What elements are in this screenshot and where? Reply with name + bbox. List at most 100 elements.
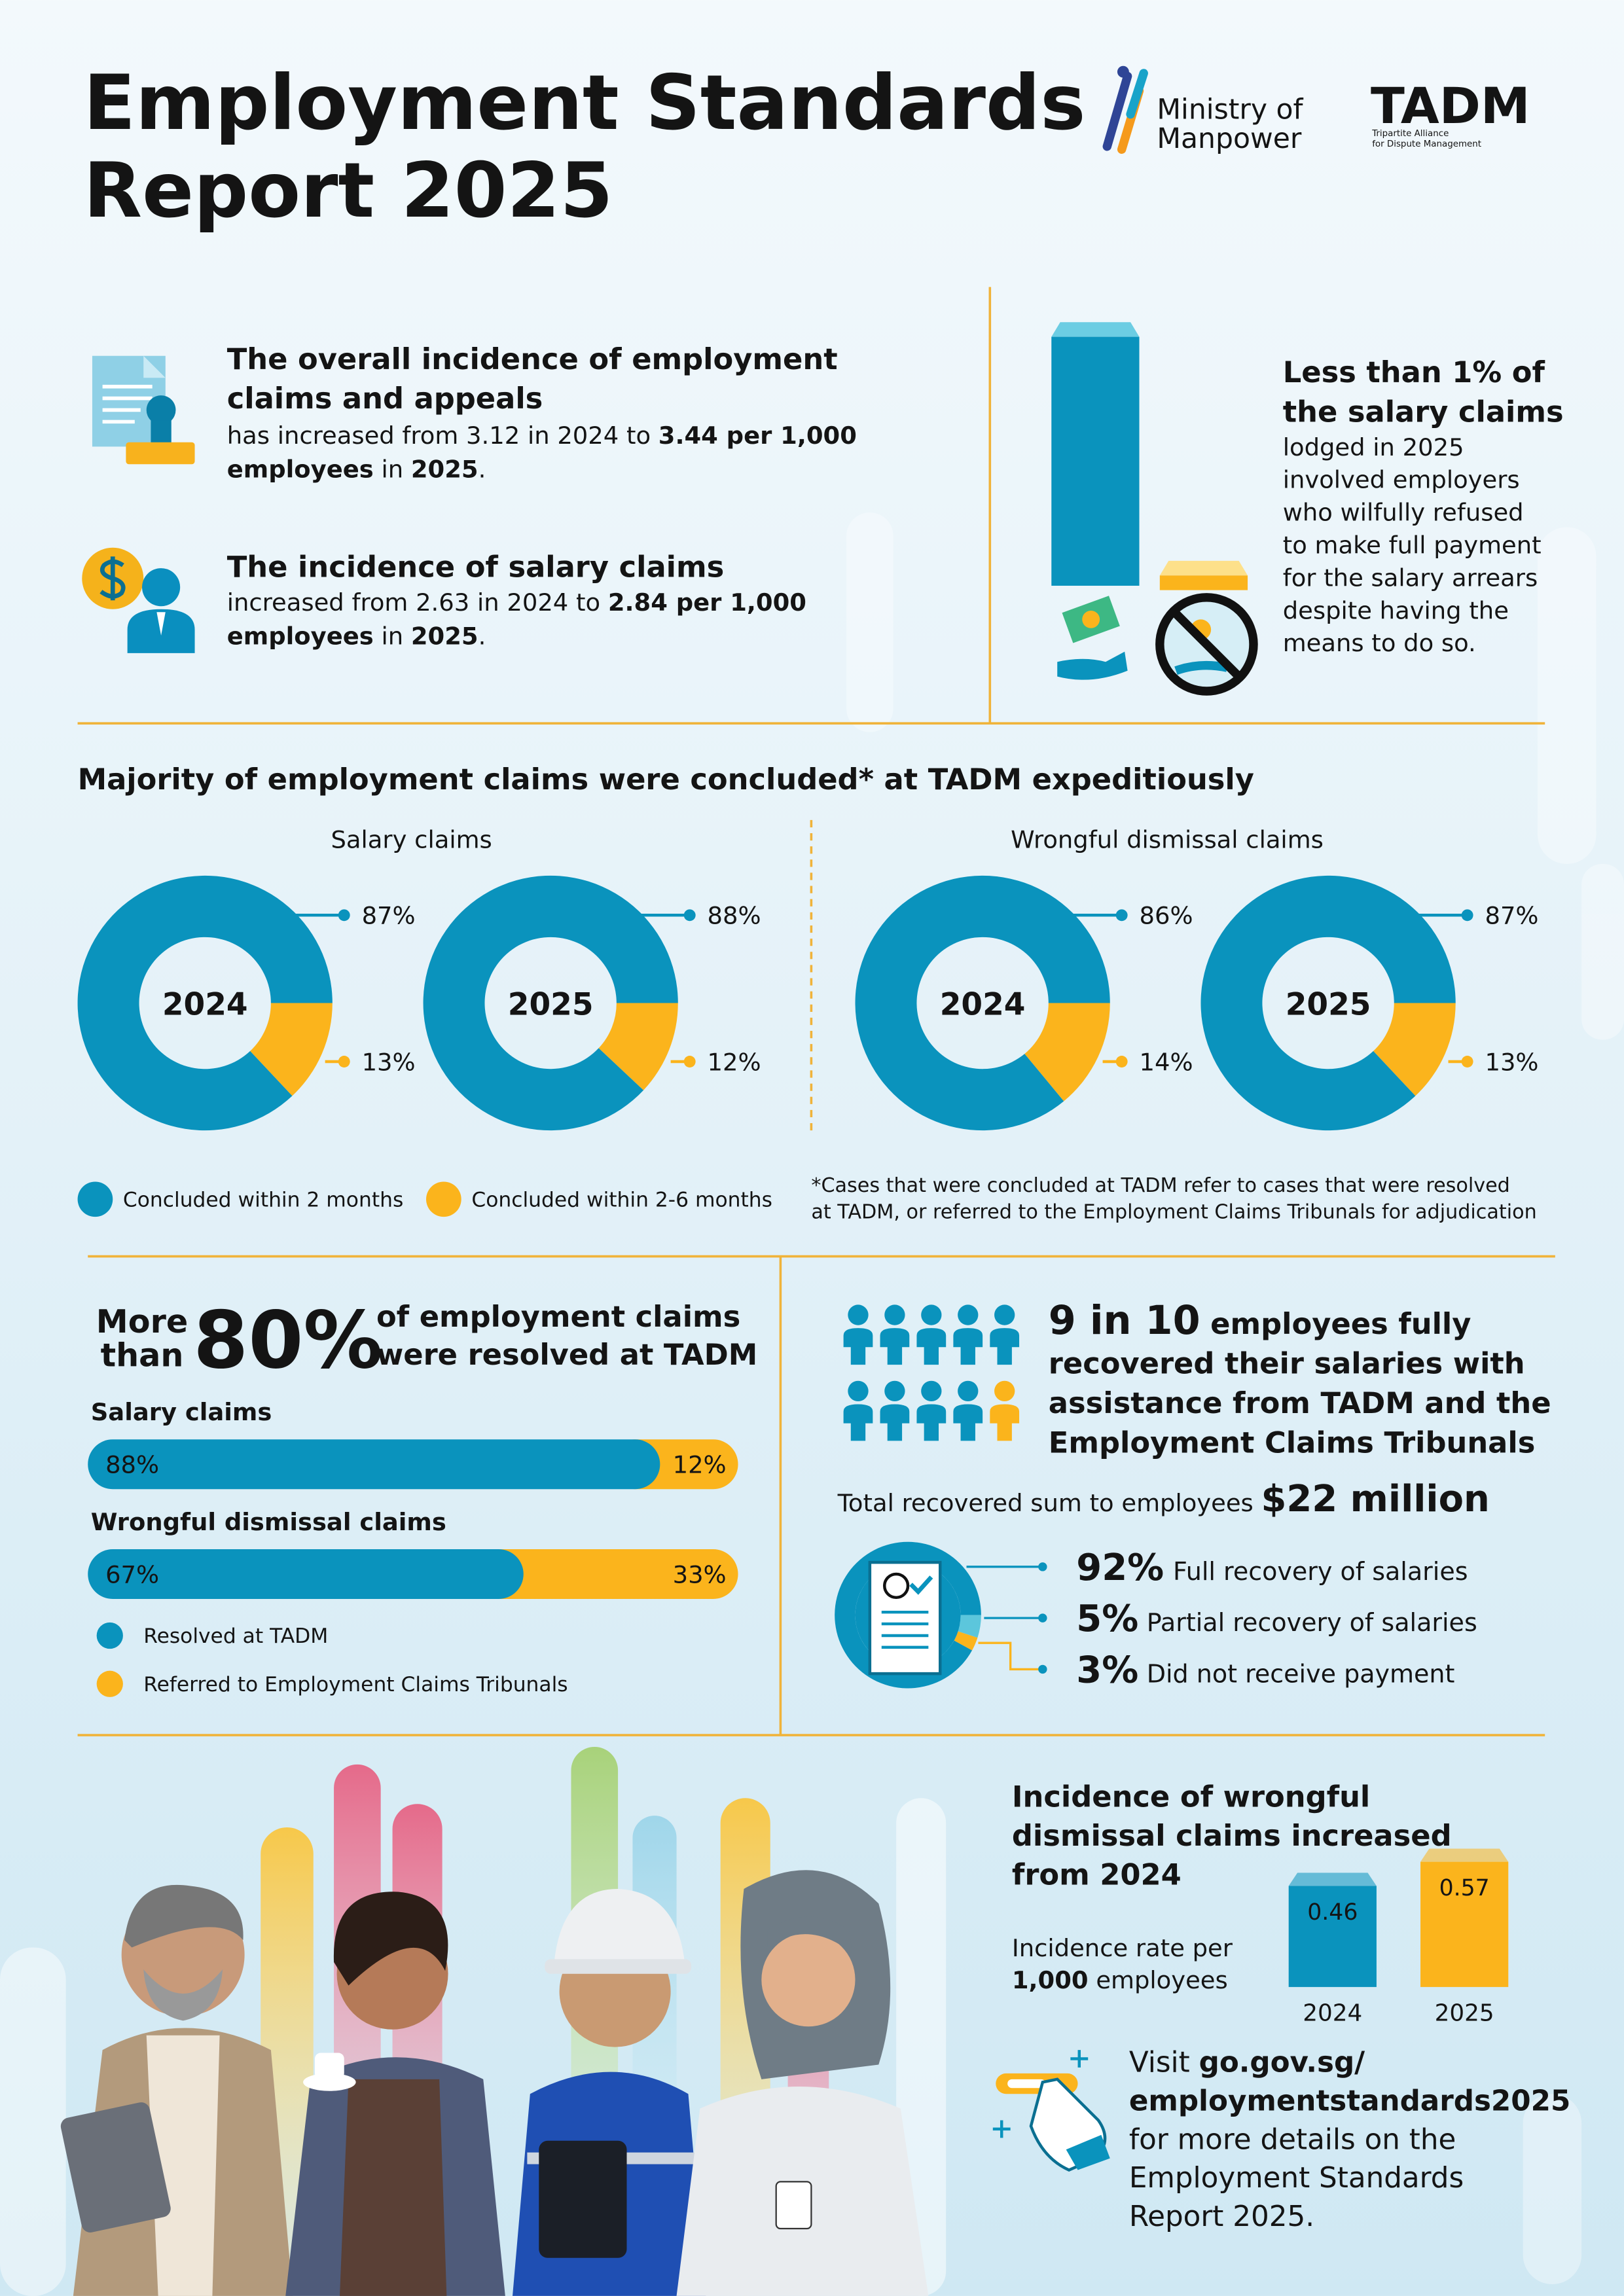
person-icon-body — [916, 1328, 947, 1365]
person-icon-head — [884, 1304, 905, 1325]
person-icon-head — [994, 1380, 1015, 1402]
text-run: employmentstandards2025 — [1129, 2085, 1570, 2117]
resolution-heading: More — [96, 1302, 188, 1340]
donut-segment — [954, 1631, 978, 1651]
axis-label: 1,000 employees — [1012, 1966, 1228, 1994]
bar — [1420, 1861, 1509, 1987]
outcome-value: 3% — [1076, 1649, 1138, 1692]
recovery-heading: Employment Claims Tribunals — [1049, 1425, 1536, 1460]
group-label: Wrongful dismissal claims — [1011, 825, 1324, 853]
wilful-text: involved employers — [1283, 466, 1520, 494]
recovery-heading: 9 in 10 employees fully — [1049, 1298, 1471, 1344]
donut-value-label: 13% — [1485, 1048, 1538, 1076]
text-run: Employment Claims Tribunals — [1049, 1425, 1536, 1460]
wrongful-heading: dismissal claims increased — [1012, 1818, 1452, 1853]
donut-value-label: 13% — [362, 1048, 416, 1076]
check-icon — [909, 1575, 933, 1595]
bar-segment — [88, 1439, 660, 1490]
text-run: . — [478, 622, 486, 650]
donut-value-label: 88% — [708, 902, 761, 930]
person-icon-head — [848, 1380, 869, 1402]
person-icon-body — [843, 1328, 873, 1365]
text-run: . — [478, 455, 486, 483]
leader-dot — [1115, 1056, 1128, 1067]
donut-value-label: 87% — [362, 902, 416, 930]
wilful-text: for the salary arrears — [1283, 564, 1538, 592]
donut-value-label: 86% — [1140, 902, 1193, 930]
text-run: Total recovered sum to employees — [837, 1489, 1261, 1517]
wrongful-heading: Incidence of wrongful — [1012, 1780, 1370, 1814]
group-label: Salary claims — [331, 825, 492, 853]
footnote: at TADM, or referred to the Employment C… — [811, 1200, 1536, 1223]
person-icon-head — [958, 1380, 979, 1402]
person-icon-body — [953, 1328, 983, 1365]
bar-label: Wrongful dismissal claims — [91, 1508, 446, 1536]
leader-dot — [1038, 1562, 1047, 1571]
visit-text: Employment Standards — [1129, 2162, 1464, 2195]
text-run: for more details on the — [1129, 2123, 1456, 2156]
bar-cap — [1288, 1873, 1377, 1886]
person-icon-body — [990, 1404, 1020, 1441]
recovery-heading: assistance from TADM and the — [1049, 1386, 1551, 1420]
person-4 — [676, 1870, 929, 2296]
visit-text: Visit go.gov.sg/ — [1129, 2047, 1365, 2079]
donut-segment — [598, 1003, 678, 1090]
visit-text: employmentstandards2025 — [1129, 2085, 1570, 2117]
leader-dot — [1461, 909, 1473, 922]
bar-cap — [1420, 1848, 1509, 1862]
bar-label: Salary claims — [91, 1398, 272, 1426]
text-run: 9 in 10 — [1049, 1298, 1200, 1344]
wilful-text: lodged in 2025 — [1283, 433, 1464, 461]
donut-year: 2025 — [508, 986, 594, 1022]
text-run: Report 2025. — [1129, 2200, 1314, 2233]
text-run: in — [374, 455, 411, 483]
person-2 — [285, 1892, 505, 2296]
donut-segment — [1373, 1003, 1456, 1096]
donut-segment — [1200, 875, 1456, 1131]
decor-pills — [846, 512, 1624, 2285]
text-run: Employment Standards — [1129, 2162, 1464, 2195]
legend-label: Referred to Employment Claims Tribunals — [143, 1673, 568, 1696]
incidence-heading: claims and appeals — [227, 381, 543, 416]
text-run: Visit — [1129, 2047, 1199, 2079]
text-run: employees fully — [1200, 1306, 1471, 1341]
outcome-label: Did not receive payment — [1147, 1660, 1455, 1689]
wilful-heading: Less than 1% of — [1283, 355, 1545, 389]
text-run: employees — [227, 455, 374, 483]
legend-label: Concluded within 2-6 months — [471, 1188, 772, 1211]
leader-dot — [338, 1056, 350, 1067]
wilful-text: despite having the — [1283, 596, 1509, 624]
incidence-text: increased from 2.63 in 2024 to 2.84 per … — [227, 588, 806, 617]
leader-dot — [1115, 909, 1128, 922]
donut-value-label: 87% — [1485, 902, 1538, 930]
text-run: employees — [227, 622, 374, 650]
person-icon-head — [994, 1304, 1015, 1325]
legend-swatch — [77, 1181, 113, 1217]
legend-swatch — [96, 1622, 123, 1649]
coin-icon — [883, 1572, 910, 1600]
recovery-heading: recovered their salaries with — [1049, 1346, 1525, 1381]
bar-value-label: 12% — [673, 1451, 727, 1479]
text-run: increased from 2.63 in 2024 to — [227, 588, 608, 617]
title: Report 2025 — [84, 147, 613, 235]
donut-segment — [1024, 1003, 1110, 1102]
text-run: 2.84 per 1,000 — [608, 588, 806, 617]
incidence-text: has increased from 3.12 in 2024 to 3.44 … — [227, 422, 857, 450]
bar-value-label: 0.46 — [1307, 1899, 1358, 1926]
text-run: go.gov.sg/ — [1199, 2047, 1365, 2079]
donut-segment — [77, 875, 333, 1131]
mom-logo-mark — [1102, 65, 1148, 154]
wilful-heading: the salary claims — [1283, 394, 1564, 429]
text-run: 2025 — [411, 622, 478, 650]
outcome-value: 92% — [1076, 1547, 1164, 1589]
bar-value-label: 88% — [105, 1451, 159, 1479]
person-icon-body — [880, 1404, 910, 1441]
mom-logo-text: Manpower — [1157, 123, 1302, 155]
donut-segment — [958, 1615, 981, 1638]
bar-value-label: 0.57 — [1439, 1875, 1490, 1901]
wrongful-heading: from 2024 — [1012, 1857, 1182, 1892]
document-stamp-icon — [92, 355, 195, 465]
outcome-label: Full recovery of salaries — [1173, 1557, 1468, 1586]
donut-segment — [423, 875, 678, 1131]
